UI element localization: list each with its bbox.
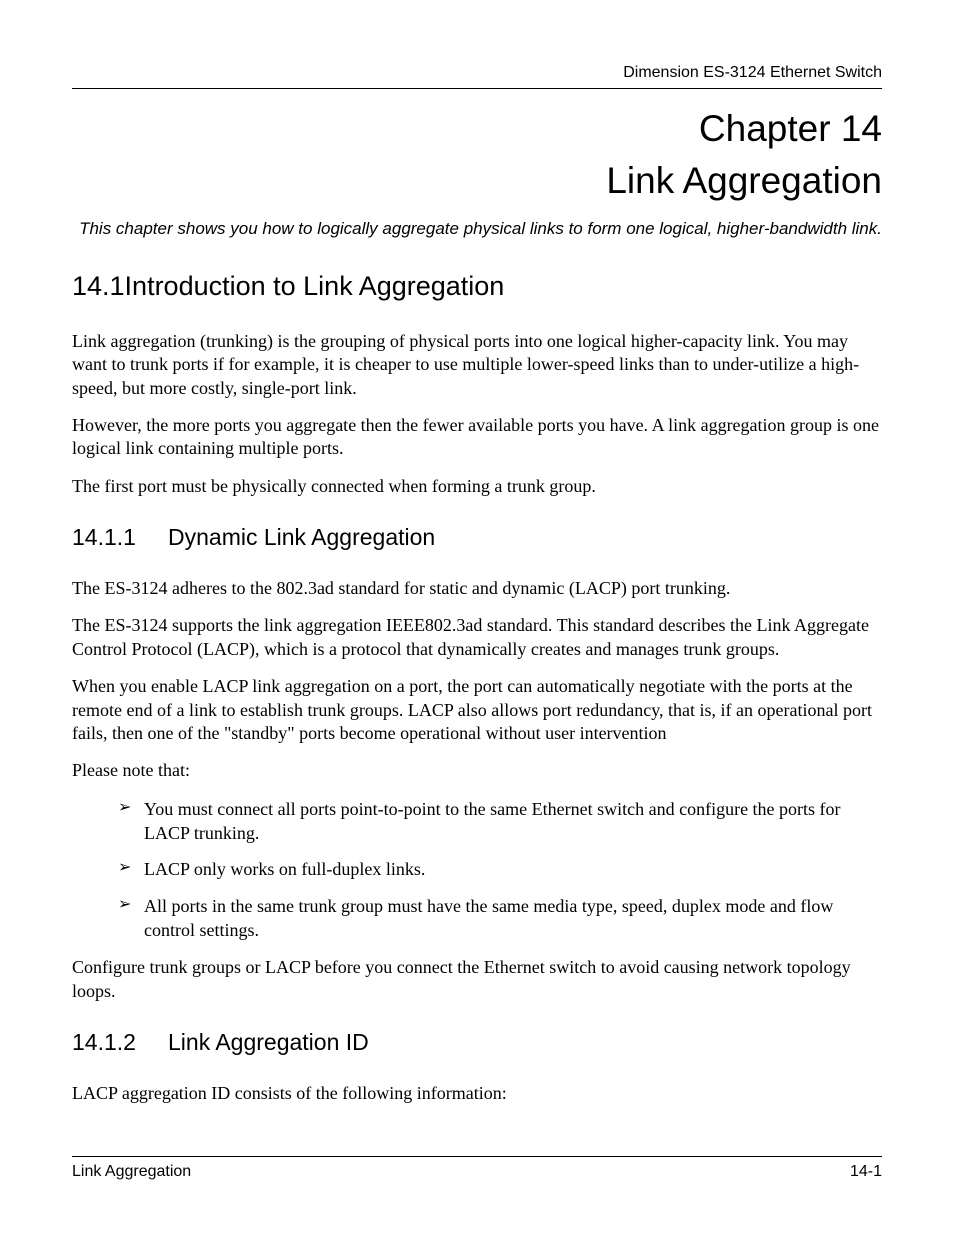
list-item: You must connect all ports point-to-poin… — [118, 797, 882, 846]
list-item: LACP only works on full-duplex links. — [118, 857, 882, 881]
body-paragraph: Link aggregation (trunking) is the group… — [72, 330, 882, 400]
section-14-1-2-heading: 14.1.2 Link Aggregation ID — [72, 1029, 882, 1056]
body-paragraph: The first port must be physically connec… — [72, 475, 882, 498]
section-14-1-heading: 14.1Introduction to Link Aggregation — [72, 271, 882, 302]
list-item: All ports in the same trunk group must h… — [118, 894, 882, 943]
chapter-number: Chapter 14 — [72, 107, 882, 151]
body-paragraph: However, the more ports you aggregate th… — [72, 414, 882, 461]
chapter-title: Link Aggregation — [72, 159, 882, 203]
footer-left: Link Aggregation — [72, 1163, 191, 1181]
body-paragraph: LACP aggregation ID consists of the foll… — [72, 1082, 882, 1105]
body-paragraph: Configure trunk groups or LACP before yo… — [72, 956, 882, 1003]
bullet-list: You must connect all ports point-to-poin… — [72, 797, 882, 942]
heading-number: 14.1.1 — [72, 524, 168, 551]
section-14-1-1-heading: 14.1.1 Dynamic Link Aggregation — [72, 524, 882, 551]
body-paragraph: The ES-3124 supports the link aggregatio… — [72, 614, 882, 661]
page: Dimension ES-3124 Ethernet Switch Chapte… — [0, 0, 954, 1235]
body-paragraph: Please note that: — [72, 759, 882, 782]
heading-number: 14.1.2 — [72, 1029, 168, 1056]
running-header: Dimension ES-3124 Ethernet Switch — [72, 64, 882, 89]
body-paragraph: When you enable LACP link aggregation on… — [72, 675, 882, 745]
chapter-intro: This chapter shows you how to logically … — [72, 218, 882, 241]
footer-right: 14-1 — [850, 1163, 882, 1181]
page-footer: Link Aggregation 14-1 — [72, 1156, 882, 1181]
heading-title: Dynamic Link Aggregation — [168, 524, 435, 551]
body-paragraph: The ES-3124 adheres to the 802.3ad stand… — [72, 577, 882, 600]
heading-title: Link Aggregation ID — [168, 1029, 369, 1056]
